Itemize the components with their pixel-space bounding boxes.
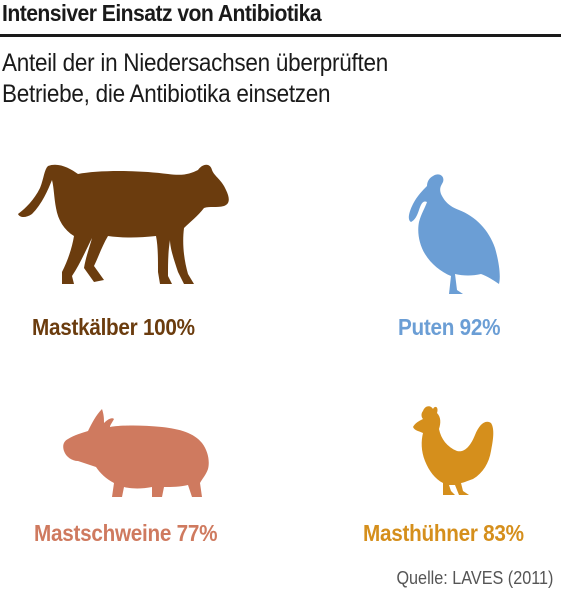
label-puten: Puten 92%	[398, 314, 501, 341]
category-mastkaelber: Mastkälber	[32, 314, 138, 340]
value-puten: 92%	[459, 314, 501, 340]
chart-title: Intensiver Einsatz von Antibiotika	[2, 0, 322, 26]
value-masthuehner: 83%	[483, 520, 524, 546]
source-note: Quelle: LAVES (2011)	[396, 568, 553, 588]
calf-shape	[18, 164, 229, 284]
subtitle-line-2: Betriebe, die Antibiotika einsetzen	[2, 80, 331, 108]
label-masthuehner: Masthühner 83%	[363, 520, 524, 547]
title-divider	[0, 34, 561, 37]
turkey-icon	[408, 174, 500, 294]
chart-subtitle: Anteil der in Niedersachsen überprüften …	[2, 48, 388, 110]
pig-shape	[63, 409, 209, 497]
chicken-icon	[413, 406, 494, 495]
pig-icon	[63, 409, 209, 497]
value-mastschweine: 77%	[176, 520, 218, 546]
category-puten: Puten	[398, 314, 455, 340]
value-mastkaelber: 100%	[142, 314, 195, 340]
label-mastschweine: Mastschweine 77%	[34, 520, 218, 547]
calf-icon	[18, 164, 229, 284]
subtitle-line-1: Anteil der in Niedersachsen überprüften	[2, 49, 388, 77]
turkey-shape	[408, 174, 500, 294]
category-mastschweine: Mastschweine	[34, 520, 172, 546]
label-mastkaelber: Mastkälber 100%	[32, 314, 195, 341]
chicken-shape	[413, 406, 494, 495]
category-masthuehner: Masthühner	[363, 520, 478, 546]
